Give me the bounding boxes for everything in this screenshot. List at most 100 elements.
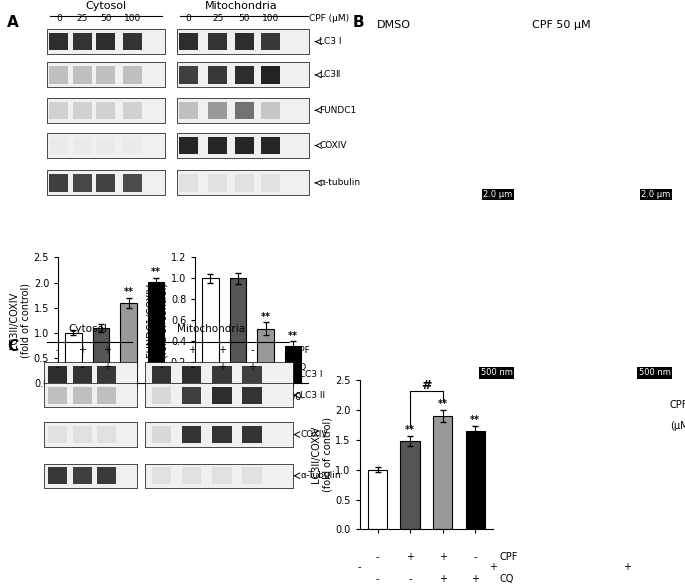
Bar (49, 137, 68, 154)
Bar (123, 66, 142, 84)
Text: LC3 II: LC3 II (300, 391, 325, 400)
Bar (179, 66, 198, 84)
Bar (179, 102, 198, 119)
Bar (73, 426, 92, 443)
Text: 50: 50 (238, 14, 250, 23)
Y-axis label: LC3II/COXIV
(fold of control): LC3II/COXIV (fold of control) (10, 283, 31, 358)
Text: Mitochondria: Mitochondria (205, 1, 278, 11)
Bar (179, 33, 198, 50)
Text: +: + (438, 552, 447, 562)
Bar (73, 137, 92, 154)
Bar (73, 33, 92, 50)
Text: -: - (55, 345, 60, 355)
Bar (97, 137, 116, 154)
Text: COXIV: COXIV (300, 430, 327, 439)
Text: +: + (188, 345, 196, 355)
Bar (48, 366, 67, 383)
Bar (212, 366, 232, 383)
Text: +: + (78, 345, 86, 355)
Text: +: + (218, 362, 226, 372)
Text: 25: 25 (77, 14, 88, 23)
Bar (48, 467, 67, 484)
Bar (97, 102, 116, 119)
Text: +: + (623, 562, 631, 572)
Text: LC3 I: LC3 I (300, 370, 323, 379)
Bar (208, 66, 227, 84)
Bar (145, 422, 293, 447)
Bar (261, 33, 280, 50)
Bar (48, 426, 67, 443)
Text: CPF: CPF (670, 400, 685, 409)
Bar (145, 383, 293, 407)
Text: -: - (55, 362, 60, 372)
Text: Mitochondria: Mitochondria (177, 325, 245, 335)
Text: **: ** (260, 312, 271, 322)
Bar (202, 278, 219, 383)
Bar (177, 170, 309, 195)
Bar (145, 363, 293, 387)
Bar (73, 174, 92, 192)
Bar (400, 441, 420, 529)
Bar (73, 102, 92, 119)
Text: (μM): (μM) (670, 421, 685, 431)
Bar (208, 33, 227, 50)
Bar (212, 426, 232, 443)
Bar (177, 133, 309, 158)
Text: LC3Ⅱ: LC3Ⅱ (319, 70, 341, 80)
Text: -: - (376, 552, 379, 562)
Bar (242, 467, 262, 484)
Bar (258, 329, 274, 383)
Bar (49, 33, 68, 50)
Text: CPF (μM): CPF (μM) (309, 14, 349, 23)
Text: A: A (7, 15, 18, 30)
Text: -: - (250, 345, 254, 355)
Bar (466, 431, 485, 529)
Bar (44, 463, 137, 488)
Bar (44, 383, 137, 407)
Bar (235, 102, 254, 119)
Bar (182, 467, 201, 484)
Text: DMSO: DMSO (377, 20, 411, 30)
Bar (73, 387, 92, 404)
Bar (73, 467, 92, 484)
Bar (47, 63, 165, 87)
Text: +: + (218, 345, 226, 355)
Bar (235, 174, 254, 192)
Bar (145, 463, 293, 488)
Text: CPF: CPF (500, 552, 519, 562)
Bar (229, 278, 246, 383)
Text: -: - (160, 345, 164, 355)
Text: 0: 0 (186, 14, 191, 23)
Bar (285, 346, 301, 383)
Bar (179, 137, 198, 154)
Bar (261, 66, 280, 84)
Bar (121, 302, 137, 383)
Bar (44, 363, 137, 387)
Text: COXIV: COXIV (319, 141, 347, 150)
Bar (261, 102, 280, 119)
Bar (97, 426, 116, 443)
Text: 100: 100 (262, 14, 279, 23)
Bar (242, 426, 262, 443)
Text: FUNDC1: FUNDC1 (319, 106, 357, 115)
Text: +: + (248, 362, 256, 372)
Bar (97, 33, 116, 50)
Bar (242, 366, 262, 383)
Bar (208, 174, 227, 192)
Text: CQ: CQ (293, 363, 306, 372)
Bar (212, 467, 232, 484)
Bar (212, 387, 232, 404)
Text: B: B (353, 15, 364, 30)
Bar (73, 66, 92, 84)
Bar (261, 174, 280, 192)
Text: **: ** (471, 415, 480, 425)
Text: -: - (358, 562, 362, 572)
Bar (433, 416, 453, 529)
Bar (123, 102, 142, 119)
Bar (152, 426, 171, 443)
Text: **: ** (151, 267, 161, 277)
Text: +: + (438, 574, 447, 584)
Text: 500 nm: 500 nm (481, 369, 512, 377)
Text: Cytosol: Cytosol (68, 325, 107, 335)
Bar (47, 170, 165, 195)
